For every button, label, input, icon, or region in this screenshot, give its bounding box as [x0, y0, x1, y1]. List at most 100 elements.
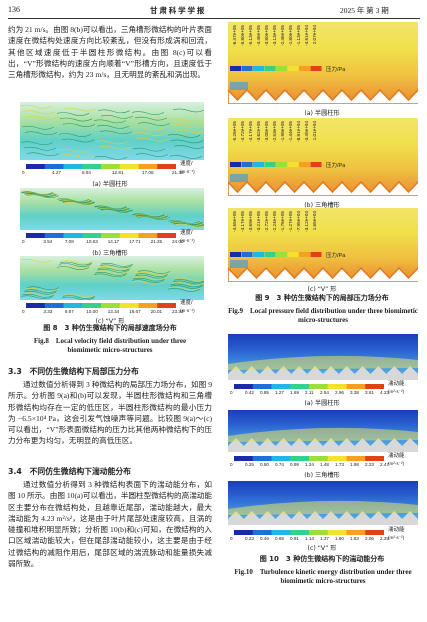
streamline: [99, 264, 133, 269]
colorbar: [234, 456, 384, 461]
streamline: [130, 280, 164, 285]
colorbar-tick-label: 0: [22, 309, 25, 314]
colorbar-cell: [253, 252, 264, 257]
streamline: [135, 273, 169, 277]
streamline: [94, 272, 128, 276]
streamline: [97, 109, 131, 114]
colorbar-cell: [365, 384, 384, 389]
colorbar-tick-label: 1.48: [320, 462, 329, 467]
colorbar-tick-label: 2.29: [380, 536, 389, 541]
field: [20, 102, 204, 160]
streamline: [23, 290, 57, 295]
colorbar-tick-label: 1.14: [305, 536, 314, 541]
streamline: [134, 116, 168, 121]
streamline: [131, 111, 165, 115]
colorbar-tick-label: 0: [230, 390, 233, 395]
colorbar-tick-label: 3.33: [43, 309, 53, 314]
colorbar-cell: [82, 164, 102, 169]
streamline: [20, 141, 54, 146]
streamline: [25, 115, 59, 120]
colorbar-tick-label: 2.96: [335, 390, 344, 395]
colorbar-cell: [252, 384, 272, 389]
colorbar-cell: [138, 303, 158, 308]
paragraph: 约为 21 m/s。由图 8(b)可以看出，三角槽形微结构的叶片表面速度在微结构…: [8, 25, 212, 80]
low-pressure: [230, 82, 248, 90]
streamline: [56, 266, 90, 270]
colorbar-tick-label: 0.46: [260, 536, 269, 541]
streamline: [22, 292, 56, 297]
legend-unit: (m²·s⁻²): [388, 535, 405, 540]
legend-title: 速度/: [180, 300, 193, 306]
streamline: [174, 223, 204, 228]
streamline: [133, 132, 167, 136]
colorbar-tick-label: -2.24e+05: [272, 211, 277, 232]
colorbar-tick-label: -3.12e+04: [304, 211, 309, 232]
page-number: 136: [8, 5, 20, 14]
colorbar-tick-label: 0.50: [260, 462, 269, 467]
colorbar-tick-label: -3.80e+05: [264, 25, 269, 46]
colorbar-cell: [271, 384, 291, 389]
colorbar-cell: [234, 530, 254, 535]
streamline: [100, 209, 134, 213]
colorbar-cell: [138, 164, 158, 169]
simulation-image: [228, 118, 418, 196]
colorbar-cell: [63, 303, 83, 308]
colorbar-tick-label: -2.53e+05: [272, 121, 277, 142]
colorbar: [26, 233, 176, 238]
colorbar-tick-label: -1.44e+05: [288, 121, 293, 142]
colorbar-tick-label: 2.06: [365, 536, 374, 541]
legend-title: 速度/: [180, 230, 193, 236]
colorbar-cell: [276, 66, 287, 71]
colorbar-tick-label: -1.98e+05: [280, 121, 285, 142]
streamline: [24, 289, 58, 294]
legend-unit: (m·s⁻¹): [180, 308, 195, 313]
streamline: [63, 293, 97, 298]
colorbar-tick-label: 1.98: [350, 462, 359, 467]
streamline: [61, 138, 95, 143]
colorbar-tick-label: 2.07e+04: [312, 25, 317, 45]
streamline: [97, 267, 131, 272]
blade-surface: [228, 511, 418, 525]
streamline: [132, 147, 166, 152]
colorbar-cell: [271, 456, 291, 461]
simulation-image: [228, 410, 418, 452]
streamline: [170, 139, 204, 144]
blade-surface: [228, 438, 418, 452]
streamline: [171, 282, 204, 286]
colorbar: [26, 303, 176, 308]
colorbar-tick-label: 0.85: [260, 390, 269, 395]
high-tke: [228, 500, 418, 515]
streamline: [95, 270, 129, 275]
colorbar-tick-label: 16.67: [129, 309, 141, 314]
streamline: [137, 122, 171, 126]
colorbar-cell: [44, 233, 64, 238]
colorbar-tick-label: 23.34: [172, 309, 184, 314]
streamline: [20, 104, 53, 109]
streamline: [137, 270, 171, 274]
streamline: [63, 107, 97, 112]
panel-caption: (c) “V” 形: [307, 545, 337, 552]
colorbar-tick-label: 1.24: [305, 462, 314, 467]
colorbar-cell: [230, 252, 241, 257]
streamline: [23, 146, 57, 151]
colorbar: [230, 162, 322, 167]
colorbar-cell: [101, 233, 121, 238]
legend-unit: (m²·s⁻²): [388, 461, 405, 466]
colorbar-tick-label: -2.72e+05: [264, 211, 269, 232]
streamline: [26, 152, 60, 157]
streamline: [172, 108, 204, 113]
colorbar-cell: [26, 164, 46, 169]
colorbar-cell: [101, 164, 121, 169]
colorbar-tick-label: 1.60: [335, 536, 344, 541]
streamline: [21, 293, 55, 298]
colorbar-cell: [365, 530, 384, 535]
colorbar-cell: [241, 252, 253, 257]
streamline: [95, 140, 129, 145]
simulation-image: [228, 22, 418, 104]
colorbar-tick-label: -3.69e+05: [248, 211, 253, 232]
issue: 2025 年 第 3 期: [340, 6, 389, 15]
colorbar-tick-label: 2.23: [365, 462, 374, 467]
colorbar-cell: [157, 164, 176, 169]
colorbar-tick-label: -8.91e+04: [296, 121, 301, 142]
panel-caption: (a) 半圆柱形: [92, 181, 128, 188]
